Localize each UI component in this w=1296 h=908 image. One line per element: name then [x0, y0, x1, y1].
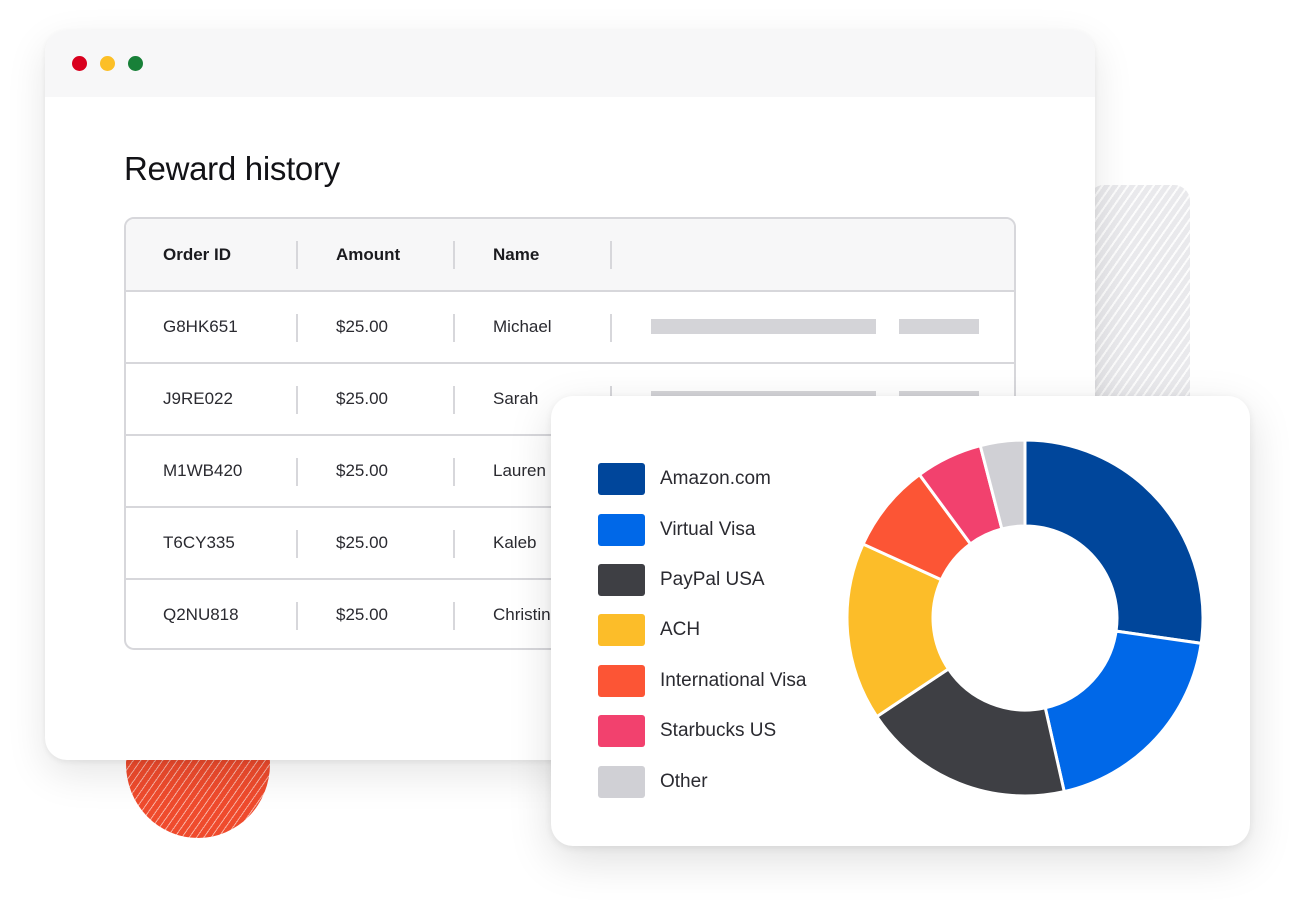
donut-slice-paypal-usa[interactable]: [874, 666, 1067, 798]
window-titlebar: [45, 30, 1095, 97]
chart-legend: Amazon.com Virtual Visa PayPal USA ACH Inter…: [598, 454, 806, 807]
legend-item: Starbucks US: [598, 706, 806, 756]
legend-swatch: [598, 563, 645, 596]
donut-chart: [845, 438, 1205, 798]
legend-item: Virtual Visa: [598, 504, 806, 554]
legend-item: PayPal USA: [598, 555, 806, 605]
donut-slice-amazon-com[interactable]: [1023, 438, 1205, 646]
amount-cell: $25.00: [298, 292, 455, 362]
column-header-order-id[interactable]: Order ID: [126, 219, 298, 290]
legend-swatch: [598, 664, 645, 697]
legend-label: Virtual Visa: [660, 518, 756, 540]
legend-swatch: [598, 463, 645, 496]
legend-swatch: [598, 715, 645, 748]
legend-label: PayPal USA: [660, 568, 765, 590]
page-title: Reward history: [124, 150, 340, 187]
amount-cell: $25.00: [298, 364, 455, 434]
legend-label: Starbucks US: [660, 720, 777, 742]
donut-slice-other[interactable]: [978, 438, 1027, 531]
legend-item: Other: [598, 756, 806, 806]
placeholder-bar: [899, 319, 979, 334]
legend-item: International Visa: [598, 656, 806, 706]
maximize-window-button[interactable]: [128, 56, 143, 71]
donut-slice-virtual-visa[interactable]: [1043, 629, 1203, 794]
amount-cell: $25.00: [298, 436, 455, 506]
legend-item: Amazon.com: [598, 454, 806, 504]
amount-cell: $25.00: [298, 580, 455, 648]
table-header-row: Order ID Amount Name: [126, 219, 1014, 290]
legend-swatch: [598, 765, 645, 798]
donut-slice-ach[interactable]: [845, 542, 951, 719]
legend-item: ACH: [598, 605, 806, 655]
minimize-window-button[interactable]: [100, 56, 115, 71]
order-id-cell: Q2NU818: [126, 580, 298, 648]
name-cell: Michael: [455, 292, 612, 362]
legend-label: Amazon.com: [660, 468, 771, 490]
column-header-amount[interactable]: Amount: [298, 219, 455, 290]
column-header-name[interactable]: Name: [455, 219, 612, 290]
legend-label: International Visa: [660, 669, 807, 691]
placeholder-bar: [651, 319, 876, 334]
order-id-cell: J9RE022: [126, 364, 298, 434]
legend-label: ACH: [660, 619, 701, 641]
table-row[interactable]: G8HK651 $25.00 Michael: [126, 290, 1014, 362]
order-id-cell: G8HK651: [126, 292, 298, 362]
chart-card: Amazon.com Virtual Visa PayPal USA ACH Inter…: [551, 396, 1250, 846]
close-window-button[interactable]: [72, 56, 87, 71]
order-id-cell: M1WB420: [126, 436, 298, 506]
legend-label: Other: [660, 770, 708, 792]
order-id-cell: T6CY335: [126, 508, 298, 578]
legend-swatch: [598, 614, 645, 647]
legend-swatch: [598, 513, 645, 546]
amount-cell: $25.00: [298, 508, 455, 578]
